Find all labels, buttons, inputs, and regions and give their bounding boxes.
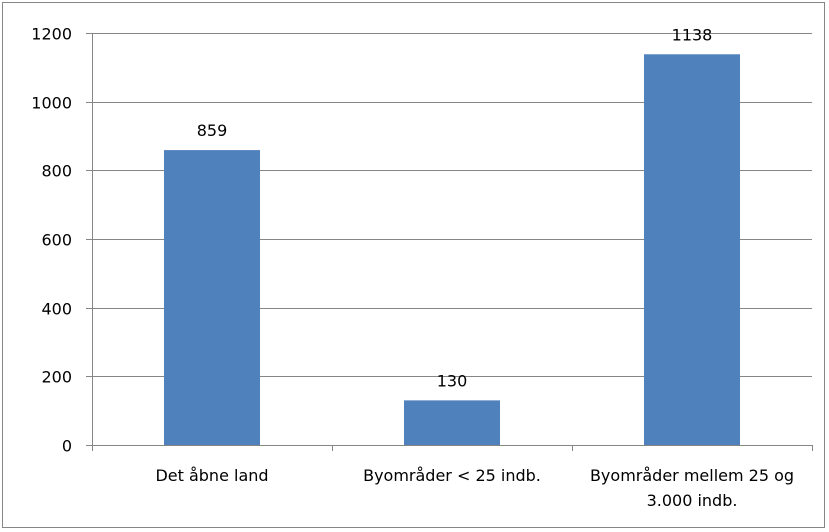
y-tick-label: 400 <box>41 300 72 319</box>
data-label: 859 <box>197 121 228 140</box>
y-tick-label: 1200 <box>31 25 72 44</box>
y-tick-label: 0 <box>62 437 72 456</box>
x-category-label: Byområder mellem 25 og <box>590 466 794 485</box>
data-label: 1138 <box>672 25 713 44</box>
y-tick-label: 800 <box>41 162 72 181</box>
y-tick-label: 600 <box>41 231 72 250</box>
x-category-label: 3.000 indb. <box>647 491 738 510</box>
y-tick-label: 1000 <box>31 94 72 113</box>
y-tick-label: 200 <box>41 368 72 387</box>
bar <box>404 400 500 445</box>
x-category-label: Det åbne land <box>155 466 268 485</box>
bar <box>164 150 260 445</box>
x-category-label: Byområder < 25 indb. <box>363 466 541 485</box>
bar <box>644 54 740 445</box>
data-label: 130 <box>437 371 468 390</box>
